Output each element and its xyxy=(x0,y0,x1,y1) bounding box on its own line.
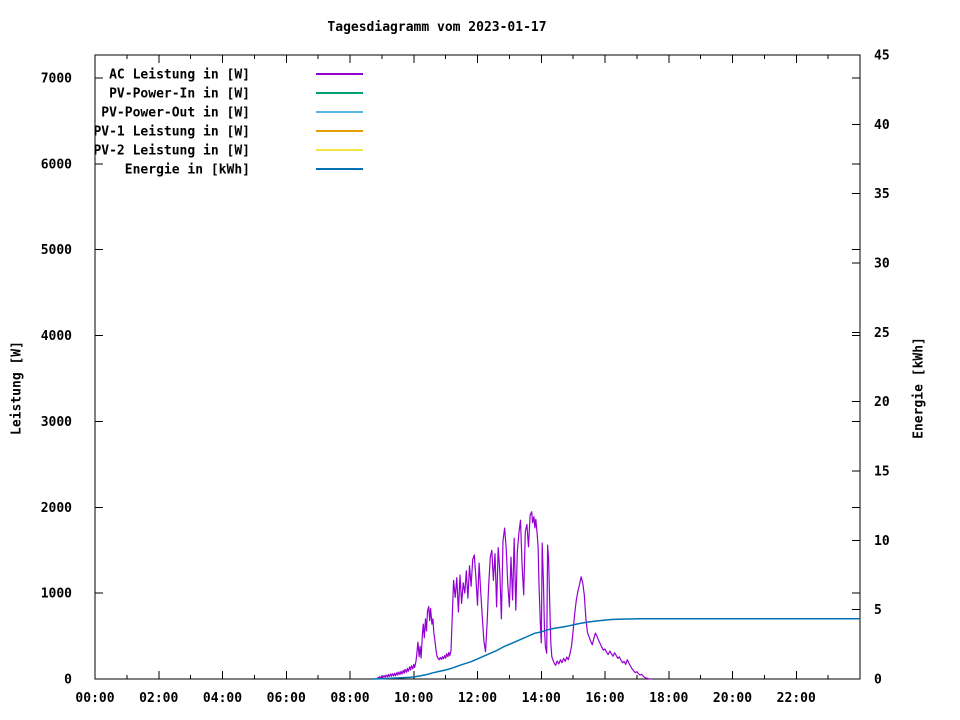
y-left-tick-label: 1000 xyxy=(41,587,72,602)
y-right-tick-label: 0 xyxy=(874,673,882,688)
x-tick-label: 06:00 xyxy=(267,691,306,706)
y-left-tick-label: 7000 xyxy=(41,72,72,87)
x-tick-label: 20:00 xyxy=(713,691,752,706)
y-left-tick-label: 5000 xyxy=(41,243,72,258)
series-line-energie-in-kwh xyxy=(372,617,860,680)
x-tick-label: 14:00 xyxy=(522,691,561,706)
x-tick-label: 16:00 xyxy=(585,691,624,706)
y-right-tick-label: 45 xyxy=(874,49,890,64)
legend-label: PV-Power-Out in [W] xyxy=(101,106,250,121)
y-right-tick-label: 30 xyxy=(874,257,890,272)
y-right-tick-label: 10 xyxy=(874,534,890,549)
y-right-tick-label: 5 xyxy=(874,603,882,618)
legend-label: PV-2 Leistung in [W] xyxy=(93,144,250,159)
x-tick-label: 10:00 xyxy=(394,691,433,706)
x-tick-label: 04:00 xyxy=(203,691,242,706)
y-right-tick-label: 35 xyxy=(874,187,890,202)
y-right-tick-label: 40 xyxy=(874,118,890,133)
y-left-tick-label: 2000 xyxy=(41,501,72,516)
x-tick-label: 12:00 xyxy=(458,691,497,706)
legend-label: PV-Power-In in [W] xyxy=(109,87,250,102)
x-tick-label: 08:00 xyxy=(330,691,369,706)
x-tick-label: 22:00 xyxy=(777,691,816,706)
y-left-tick-label: 4000 xyxy=(41,329,72,344)
y-right-tick-label: 20 xyxy=(874,395,890,410)
x-tick-label: 02:00 xyxy=(139,691,178,706)
x-tick-label: 18:00 xyxy=(649,691,688,706)
y-right-tick-label: 15 xyxy=(874,465,890,480)
legend-label: PV-1 Leistung in [W] xyxy=(93,125,250,140)
y-left-tick-label: 3000 xyxy=(41,415,72,430)
y-right-tick-label: 25 xyxy=(874,326,890,341)
legend-label: Energie in [kWh] xyxy=(125,163,250,178)
x-tick-label: 00:00 xyxy=(75,691,114,706)
y-left-tick-label: 0 xyxy=(64,673,72,688)
series-line-ac-leistung-in-w xyxy=(376,511,652,680)
y-left-tick-label: 6000 xyxy=(41,157,72,172)
chart-title: Tagesdiagramm vom 2023-01-17 xyxy=(327,20,547,35)
legend-label: AC Leistung in [W] xyxy=(109,68,250,83)
